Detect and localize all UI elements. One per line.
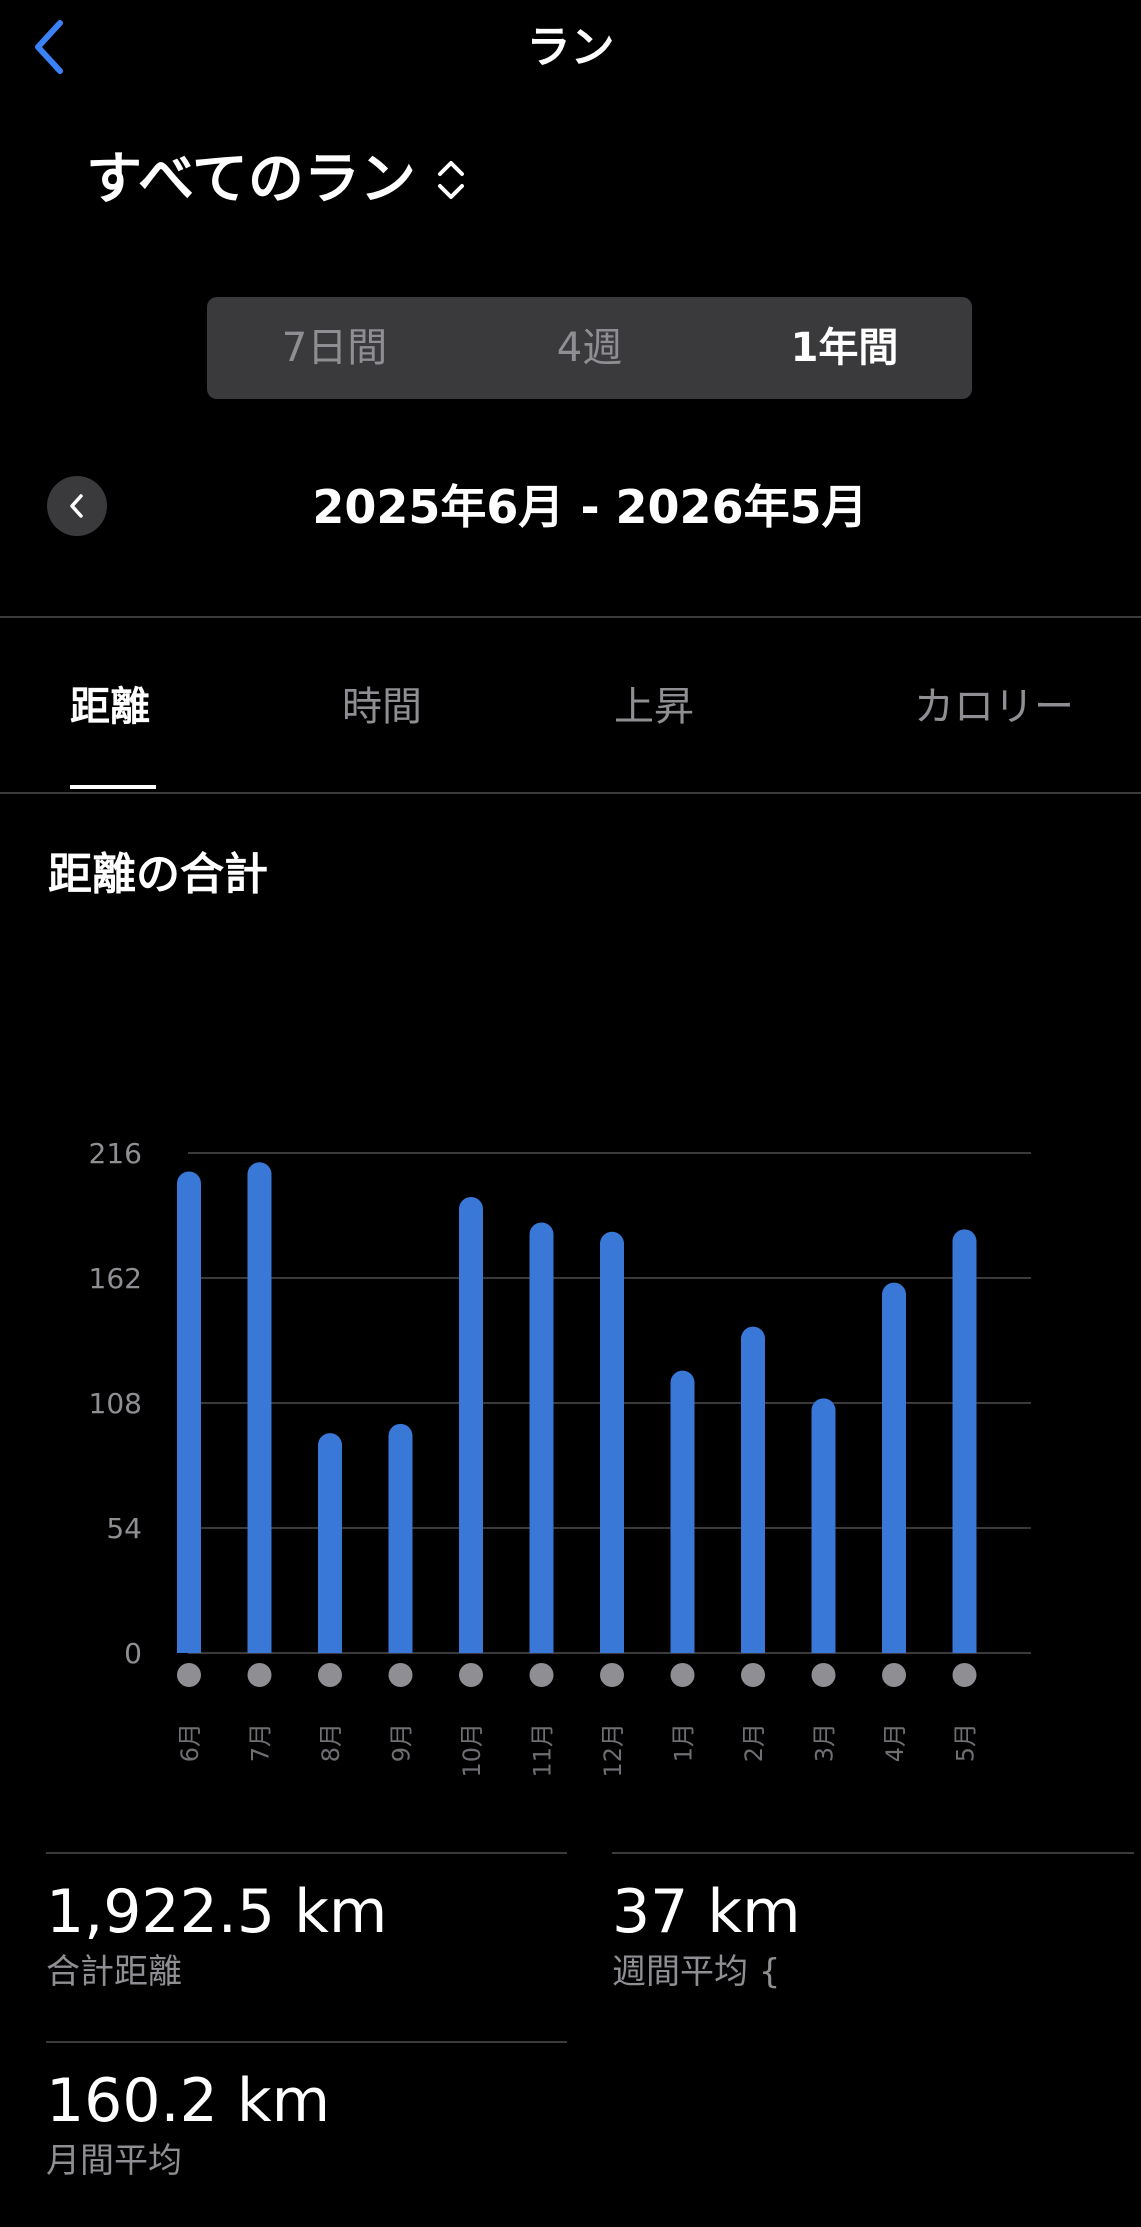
x-marker-dot xyxy=(600,1663,624,1687)
bar xyxy=(247,1162,272,1653)
bar-base xyxy=(318,1641,342,1653)
stat-divider xyxy=(46,2041,567,2043)
total-distance-label: 合計距離 xyxy=(46,1952,182,1992)
bar xyxy=(952,1229,977,1653)
monthly-average-label: 月間平均 xyxy=(46,2141,182,2181)
segment-1-year[interactable]: 1年間 xyxy=(790,325,899,371)
weekly-average-label: 週間平均 { xyxy=(612,1952,781,1992)
distance-bar-chart: 0 54 108 162 216 6月 7月 8月 9月 10月 11月 12月 1月 2月 3月 4月 5月 xyxy=(0,1100,1141,1800)
x-tick-label: 2月 xyxy=(740,1723,768,1762)
segment-7-days[interactable]: 7日間 xyxy=(281,325,388,371)
y-tick-label: 108 xyxy=(89,1387,142,1420)
run-filter-label: すべてのラン xyxy=(86,147,416,212)
period-segmented-control: 7日間 4週 1年間 xyxy=(207,297,972,399)
divider xyxy=(0,792,1141,794)
stat-divider xyxy=(612,1852,1134,1854)
y-tick-label: 54 xyxy=(106,1512,142,1545)
chevron-left-icon xyxy=(70,494,83,518)
segment-4-weeks[interactable]: 4週 xyxy=(556,325,623,371)
divider xyxy=(0,616,1141,618)
x-marker-dot xyxy=(388,1663,413,1687)
x-marker-dot xyxy=(741,1663,765,1687)
tab-time[interactable]: 時間 xyxy=(342,684,422,730)
back-button[interactable] xyxy=(30,12,90,82)
x-marker-dot xyxy=(318,1663,342,1687)
section-title: 距離の合計 xyxy=(48,849,268,900)
tab-calories[interactable]: カロリー xyxy=(914,684,1074,730)
bar-base xyxy=(811,1641,836,1653)
bar xyxy=(600,1231,624,1653)
x-marker-dot xyxy=(247,1663,272,1687)
x-tick-label: 4月 xyxy=(881,1723,909,1762)
x-tick-label: 11月 xyxy=(529,1723,557,1778)
x-marker-dot xyxy=(529,1663,554,1687)
x-tick-label: 9月 xyxy=(388,1723,416,1762)
x-marker-dot xyxy=(882,1663,906,1687)
bar xyxy=(811,1398,836,1653)
bar xyxy=(177,1171,201,1653)
x-marker-dot xyxy=(952,1663,977,1687)
monthly-average-value: 160.2 km xyxy=(46,2066,331,2136)
total-distance-value: 1,922.5 km xyxy=(46,1877,388,1947)
bar xyxy=(459,1196,483,1653)
x-marker-dot xyxy=(670,1663,695,1687)
run-filter-selector[interactable]: すべてのラン xyxy=(86,140,466,220)
bar-base xyxy=(882,1641,906,1653)
bar-base xyxy=(177,1641,201,1653)
x-marker-dot xyxy=(177,1663,201,1687)
bar-base xyxy=(741,1641,765,1653)
bar xyxy=(529,1222,554,1653)
x-tick-label: 5月 xyxy=(952,1723,980,1762)
y-tick-label: 216 xyxy=(89,1137,142,1170)
tab-distance[interactable]: 距離 xyxy=(70,684,150,730)
x-tick-label: 10月 xyxy=(458,1723,486,1778)
bar-base xyxy=(388,1641,413,1653)
x-tick-label: 1月 xyxy=(670,1723,698,1762)
tab-elevation[interactable]: 上昇 xyxy=(614,684,694,730)
bar xyxy=(388,1423,413,1653)
stat-divider xyxy=(46,1852,567,1854)
y-tick-label: 0 xyxy=(124,1637,142,1670)
chevron-up-down-icon xyxy=(437,161,464,199)
weekly-average-value: 37 km xyxy=(612,1877,801,1947)
page-title: ラン xyxy=(526,22,615,73)
x-tick-label: 8月 xyxy=(317,1723,345,1762)
chevron-left-icon xyxy=(35,20,63,74)
bar xyxy=(318,1433,342,1653)
x-tick-label: 7月 xyxy=(247,1723,275,1762)
x-tick-label: 12月 xyxy=(599,1723,627,1778)
bar xyxy=(741,1326,765,1653)
bar-base xyxy=(952,1641,977,1653)
date-range-label: 2025年6月 - 2026年5月 xyxy=(312,480,868,534)
previous-range-button[interactable] xyxy=(47,476,107,536)
bar xyxy=(882,1282,906,1653)
bar-base xyxy=(670,1641,695,1653)
x-marker-dot xyxy=(459,1663,483,1687)
chart-svg: 0 54 108 162 216 6月 7月 8月 9月 10月 11月 12月 1月 2月 3月 4月 5月 xyxy=(89,1137,1031,1778)
bar xyxy=(670,1370,695,1653)
x-marker-dot xyxy=(811,1663,836,1687)
active-tab-indicator xyxy=(70,785,156,789)
bar-base xyxy=(529,1641,554,1653)
bar-base xyxy=(247,1641,272,1653)
bar-base xyxy=(459,1641,483,1653)
y-tick-label: 162 xyxy=(89,1262,142,1295)
x-tick-label: 3月 xyxy=(811,1723,839,1762)
bar-base xyxy=(600,1641,624,1653)
x-tick-label: 6月 xyxy=(176,1723,204,1762)
